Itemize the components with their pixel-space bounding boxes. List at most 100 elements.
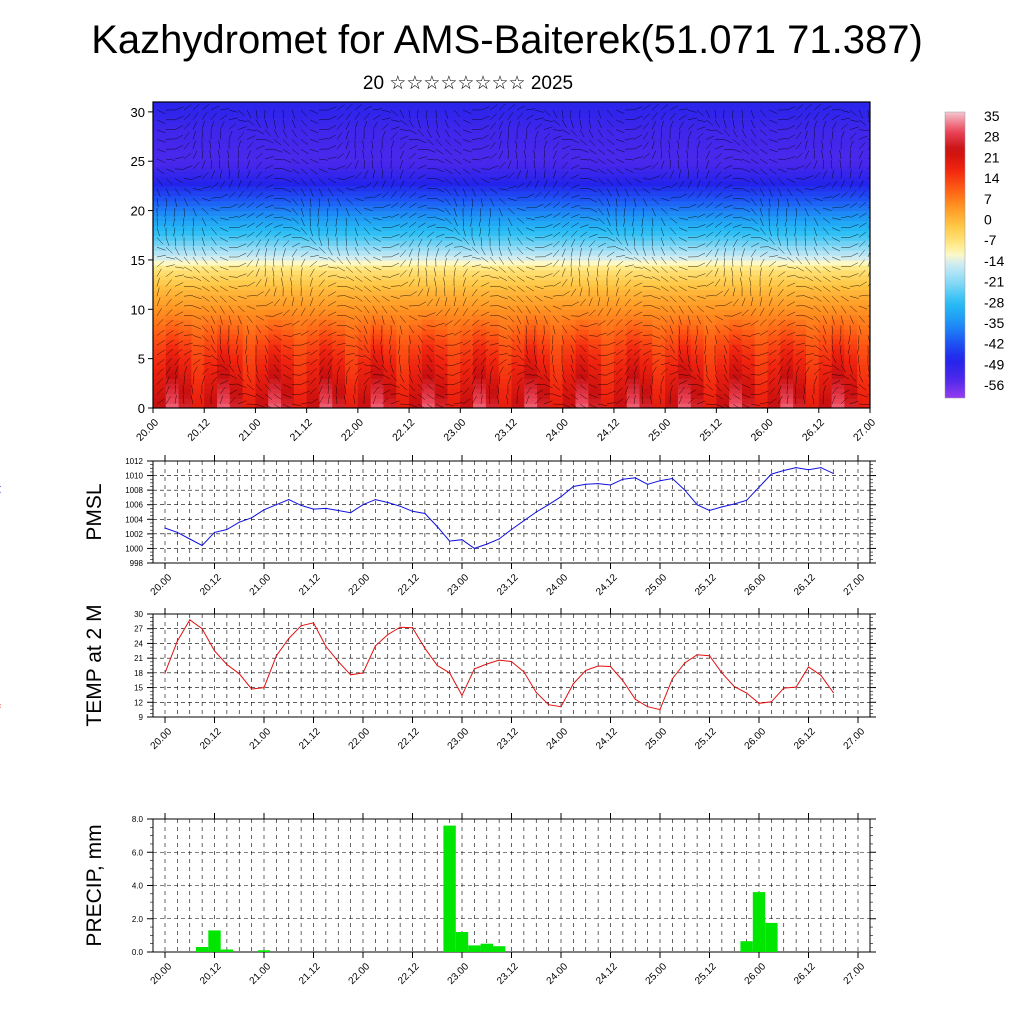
wind-barb xyxy=(408,152,416,160)
field-cell xyxy=(511,338,525,345)
wind-barb xyxy=(372,114,381,121)
field-cell xyxy=(281,146,295,152)
field-cell xyxy=(741,388,756,394)
field-cell xyxy=(421,146,436,152)
field-cell xyxy=(703,131,717,138)
wind-barb xyxy=(219,108,229,111)
field-cell xyxy=(601,210,615,217)
field-cell xyxy=(588,269,602,276)
wind-barb xyxy=(426,239,432,248)
field-cell xyxy=(242,195,257,202)
wind-barb xyxy=(354,160,359,169)
field-cell xyxy=(805,319,820,325)
wind-barb xyxy=(552,305,562,310)
field-cell xyxy=(485,215,500,222)
field-cell xyxy=(306,358,321,365)
field-cell xyxy=(447,111,461,118)
field-cell xyxy=(268,215,282,222)
field-cell xyxy=(601,166,615,172)
field-cell xyxy=(549,195,564,202)
field-cell xyxy=(549,240,564,246)
wind-barb xyxy=(498,305,508,310)
field-cell xyxy=(716,245,730,251)
field-cell xyxy=(793,185,807,192)
field-cell xyxy=(255,294,269,301)
field-cell xyxy=(281,309,295,315)
field-cell xyxy=(268,151,282,157)
field-cell xyxy=(665,116,679,123)
wind-barb xyxy=(237,393,248,395)
field-cell xyxy=(613,299,628,305)
wind-barb xyxy=(489,142,496,150)
field-cell xyxy=(511,180,525,187)
field-cell xyxy=(357,274,372,281)
wind-barb xyxy=(570,301,580,307)
field-cell xyxy=(677,353,692,360)
field-cell xyxy=(524,274,538,281)
field-cell xyxy=(255,156,269,162)
field-cell xyxy=(357,353,372,360)
field-cell xyxy=(421,215,436,222)
field-cell xyxy=(716,378,730,384)
wind-barb xyxy=(183,178,193,180)
field-cell xyxy=(793,329,807,335)
field-cell xyxy=(255,383,269,389)
field-cell xyxy=(498,195,513,202)
wind-barb xyxy=(570,129,577,137)
wind-barb xyxy=(489,305,500,307)
field-cell xyxy=(319,338,333,345)
field-cell xyxy=(511,383,525,389)
field-cell xyxy=(383,180,397,187)
field-cell xyxy=(293,180,308,187)
field-cell xyxy=(690,294,705,301)
field-cell xyxy=(549,353,564,360)
field-cell xyxy=(549,156,564,162)
field-cell xyxy=(383,353,397,360)
field-cell xyxy=(191,126,205,133)
field-cell xyxy=(447,324,461,330)
field-cell xyxy=(549,185,564,192)
field-cell xyxy=(473,373,487,379)
field-cell xyxy=(793,240,807,246)
field-cell xyxy=(588,185,602,192)
field-cell xyxy=(844,324,858,330)
field-cell xyxy=(229,353,244,360)
wind-barb xyxy=(444,178,453,185)
wind-barb xyxy=(390,305,398,313)
wind-barb xyxy=(183,132,190,140)
field-cell xyxy=(409,324,423,330)
field-cell xyxy=(793,269,807,276)
field-cell xyxy=(549,343,564,350)
wind-barb xyxy=(228,315,232,325)
field-cell xyxy=(242,161,257,167)
wind-barb xyxy=(291,257,294,267)
field-cell xyxy=(396,264,410,271)
wind-barb xyxy=(264,394,273,400)
wind-barb xyxy=(237,126,247,130)
field-cell xyxy=(485,373,500,379)
wind-barb xyxy=(570,277,574,287)
field-cell xyxy=(153,190,167,197)
field-cell xyxy=(281,314,295,320)
field-cell xyxy=(741,398,756,404)
field-cell xyxy=(153,200,167,207)
wind-barb xyxy=(309,368,317,375)
wind-barb xyxy=(282,217,292,221)
field-cell xyxy=(780,200,794,207)
field-cell xyxy=(844,274,858,281)
wind-barb xyxy=(533,159,536,169)
field-cell xyxy=(153,388,167,394)
field-cell xyxy=(345,190,359,197)
field-cell xyxy=(447,200,461,207)
wind-barb xyxy=(318,128,329,130)
wind-barb xyxy=(399,222,408,228)
wind-barb xyxy=(399,259,406,267)
field-cell xyxy=(690,319,705,325)
field-cell xyxy=(665,102,679,108)
field-cell xyxy=(639,398,653,404)
field-cell xyxy=(524,338,538,345)
field-cell xyxy=(498,141,513,148)
wind-barb xyxy=(489,113,497,120)
field-cell xyxy=(741,146,756,152)
wind-barb xyxy=(525,286,534,292)
